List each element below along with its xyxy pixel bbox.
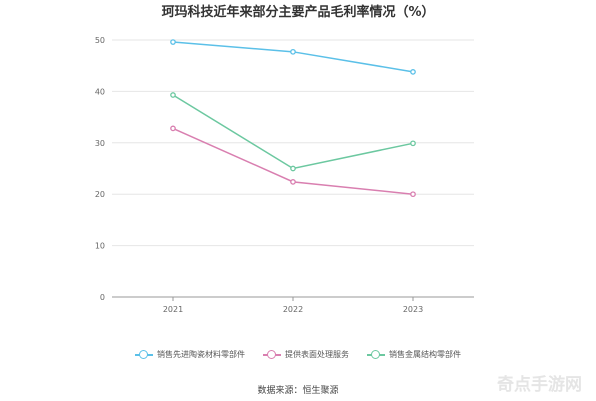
source-note: 数据来源：恒生聚源: [257, 386, 339, 396]
data-point-s0-0: [170, 39, 176, 45]
data-point-s2-0: [170, 92, 176, 98]
x-tick-label-1: 2022: [283, 305, 303, 314]
y-tick-label-2: 20: [95, 190, 105, 199]
data-point-s2-1: [290, 165, 296, 172]
data-point-s1-0: [170, 125, 176, 132]
y-tick-label-5: 50: [95, 36, 105, 45]
legend-marker-icon: [135, 349, 153, 360]
data-point-s1-2: [410, 191, 416, 198]
legend-label: 销售先进陶瓷材料零部件: [157, 350, 245, 359]
watermark: 奇点手游网: [497, 375, 582, 395]
x-tick-label-2: 2023: [403, 305, 423, 314]
series-line-0: [172, 41, 414, 73]
legend-label: 提供表面处理服务: [285, 350, 349, 359]
legend-label: 销售金属结构零部件: [389, 350, 461, 359]
chart-plot: 0 10 20 30 40 50 2021 2022 2023: [95, 36, 474, 314]
y-tick-label-1: 10: [95, 242, 105, 251]
x-tick-label-0: 2021: [163, 305, 183, 314]
data-point-s1-1: [290, 179, 296, 185]
data-point-s0-2: [410, 69, 416, 75]
y-tick-label-0: 0: [100, 293, 105, 302]
data-point-s2-2: [410, 140, 416, 147]
legend-item-2[interactable]: 销售金属结构零部件: [367, 349, 461, 360]
y-tick-label-4: 40: [95, 87, 105, 96]
series-line-2: [172, 94, 414, 170]
data-point-s0-1: [290, 48, 296, 55]
chart-title: 珂玛科技近年来部分主要产品毛利率情况（%）: [161, 5, 435, 20]
legend-marker-icon: [263, 349, 281, 360]
legend-marker-icon: [367, 349, 385, 360]
y-tick-label-3: 30: [95, 139, 105, 148]
legend-item-0[interactable]: 销售先进陶瓷材料零部件: [135, 349, 245, 360]
chart-legend: 销售先进陶瓷材料零部件 提供表面处理服务 销售金属结构零部件: [0, 349, 596, 360]
legend-item-1[interactable]: 提供表面处理服务: [263, 349, 349, 360]
